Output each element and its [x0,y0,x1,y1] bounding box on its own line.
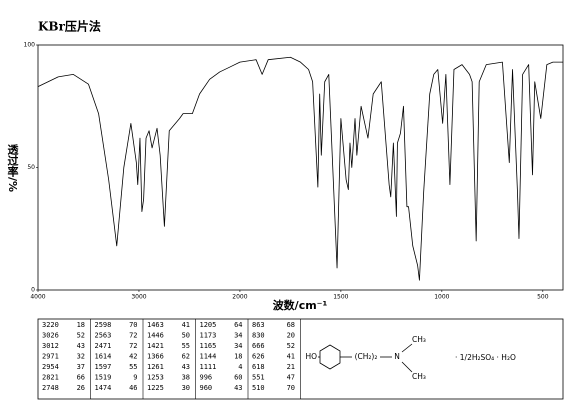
transmittance: 26 [77,384,85,392]
wavenumber: 551 [252,374,265,382]
wavenumber: 1253 [147,374,164,382]
wavenumber: 1165 [200,342,217,350]
wavenumber: 2821 [42,374,59,382]
spectrum-line [37,56,563,281]
transmittance: 43 [234,384,242,392]
transmittance: 20 [287,332,295,340]
transmittance: 41 [182,321,190,329]
transmittance: 43 [182,363,190,371]
transmittance: 34 [234,342,242,350]
transmittance: 70 [287,384,295,392]
wavenumber: 1205 [200,321,217,329]
wavenumber: 1474 [95,384,112,392]
transmittance: 21 [287,363,295,371]
transmittance: 72 [129,342,137,350]
methyl: CH₃ [412,335,426,344]
wavenumber: 1421 [147,342,164,350]
wavenumber: 1366 [147,353,164,361]
transmittance: 42 [129,353,137,361]
x-tick-label: 500 [537,294,549,301]
transmittance: 70 [129,321,137,329]
transmittance: 18 [234,353,242,361]
wavenumber: 960 [200,384,213,392]
transmittance: 34 [234,332,242,340]
transmittance: 18 [77,321,85,329]
plot-frame [37,44,564,291]
wavenumber: 2748 [42,384,59,392]
x-tick-label: 4000 [30,294,45,301]
chart-title: KBr压片法 [38,19,101,34]
transmittance: 68 [287,321,295,329]
wavenumber: 830 [252,332,265,340]
hydroxyl: HO [305,352,317,361]
wavenumber: 1261 [147,363,164,371]
transmittance: 66 [77,374,85,382]
x-axis-label: 波数/cm⁻¹ [273,298,328,312]
wavenumber: 3026 [42,332,59,340]
y-tick-label: 50 [27,164,35,171]
wavenumber: 1463 [147,321,164,329]
wavenumber: 666 [252,342,265,350]
wavenumber: 1597 [95,363,112,371]
x-tick-label: 3000 [131,294,146,301]
transmittance: 60 [234,374,242,382]
bond [401,361,413,373]
wavenumber: 626 [252,353,265,361]
transmittance: 46 [129,384,137,392]
transmittance: 30 [182,384,190,392]
transmittance: 4 [238,363,242,371]
transmittance: 9 [133,374,137,382]
methyl: CH₃ [412,372,426,381]
wavenumber: 1614 [95,353,112,361]
x-tick-label: 1500 [333,294,348,301]
wavenumber: 510 [252,384,265,392]
y-tick-label: 0 [31,287,35,294]
wavenumber: 1173 [200,332,217,340]
wavenumber: 2471 [95,342,112,350]
transmittance: 32 [77,353,85,361]
transmittance: 43 [77,342,85,350]
chain: (CH₂)₂ [355,352,378,361]
wavenumber: 1446 [147,332,164,340]
transmittance: 38 [182,374,190,382]
transmittance: 62 [182,353,190,361]
wavenumber: 3012 [42,342,59,350]
transmittance: 55 [129,363,137,371]
wavenumber: 863 [252,321,265,329]
wavenumber: 3220 [42,321,59,329]
wavenumber: 2954 [42,363,59,371]
nitrogen: N [394,352,400,361]
structure: HO (CH₂)₂ N CH₃ CH₃ · 1/2H₂SO₄ · H₂O [305,335,516,381]
wavenumber: 2598 [95,321,112,329]
y-axis-label: 透过率/% [6,144,19,192]
transmittance: 41 [287,353,295,361]
wavenumber: 996 [200,374,213,382]
bond [401,343,413,353]
transmittance: 55 [182,342,190,350]
salt: · 1/2H₂SO₄ · H₂O [455,353,516,362]
transmittance: 50 [182,332,190,340]
benzene-ring [319,344,341,370]
y-tick-label: 100 [24,42,36,49]
wavenumber: 2563 [95,332,112,340]
wavenumber: 1225 [147,384,164,392]
transmittance: 47 [287,374,295,382]
transmittance: 52 [77,332,85,340]
x-tick-label: 1000 [434,294,449,301]
wavenumber: 618 [252,363,265,371]
transmittance: 52 [287,342,295,350]
transmittance: 64 [234,321,242,329]
transmittance: 37 [77,363,85,371]
wavenumber: 2971 [42,353,59,361]
transmittance: 72 [129,332,137,340]
x-tick-label: 2000 [232,294,247,301]
wavenumber: 1111 [200,363,217,371]
wavenumber: 1519 [95,374,112,382]
wavenumber: 1144 [200,353,217,361]
